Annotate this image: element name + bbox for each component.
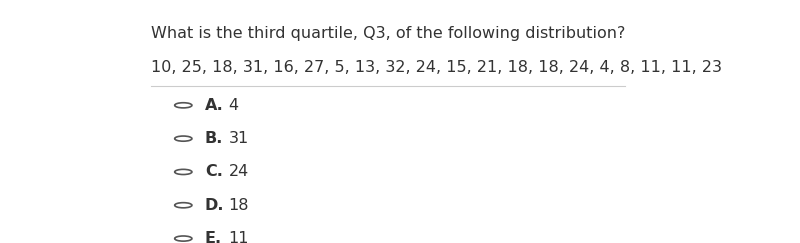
Text: E.: E.	[205, 231, 222, 243]
Text: A.: A.	[205, 98, 224, 113]
Text: C.: C.	[205, 165, 222, 179]
Text: 24: 24	[229, 165, 249, 179]
Text: 18: 18	[229, 198, 249, 213]
Text: 31: 31	[229, 131, 249, 146]
Text: 4: 4	[229, 98, 238, 113]
Text: D.: D.	[205, 198, 224, 213]
Text: 11: 11	[229, 231, 249, 243]
Text: 10, 25, 18, 31, 16, 27, 5, 13, 32, 24, 15, 21, 18, 18, 24, 4, 8, 11, 11, 23: 10, 25, 18, 31, 16, 27, 5, 13, 32, 24, 1…	[151, 60, 722, 75]
Text: B.: B.	[205, 131, 223, 146]
Text: What is the third quartile, Q3, of the following distribution?: What is the third quartile, Q3, of the f…	[151, 26, 626, 41]
